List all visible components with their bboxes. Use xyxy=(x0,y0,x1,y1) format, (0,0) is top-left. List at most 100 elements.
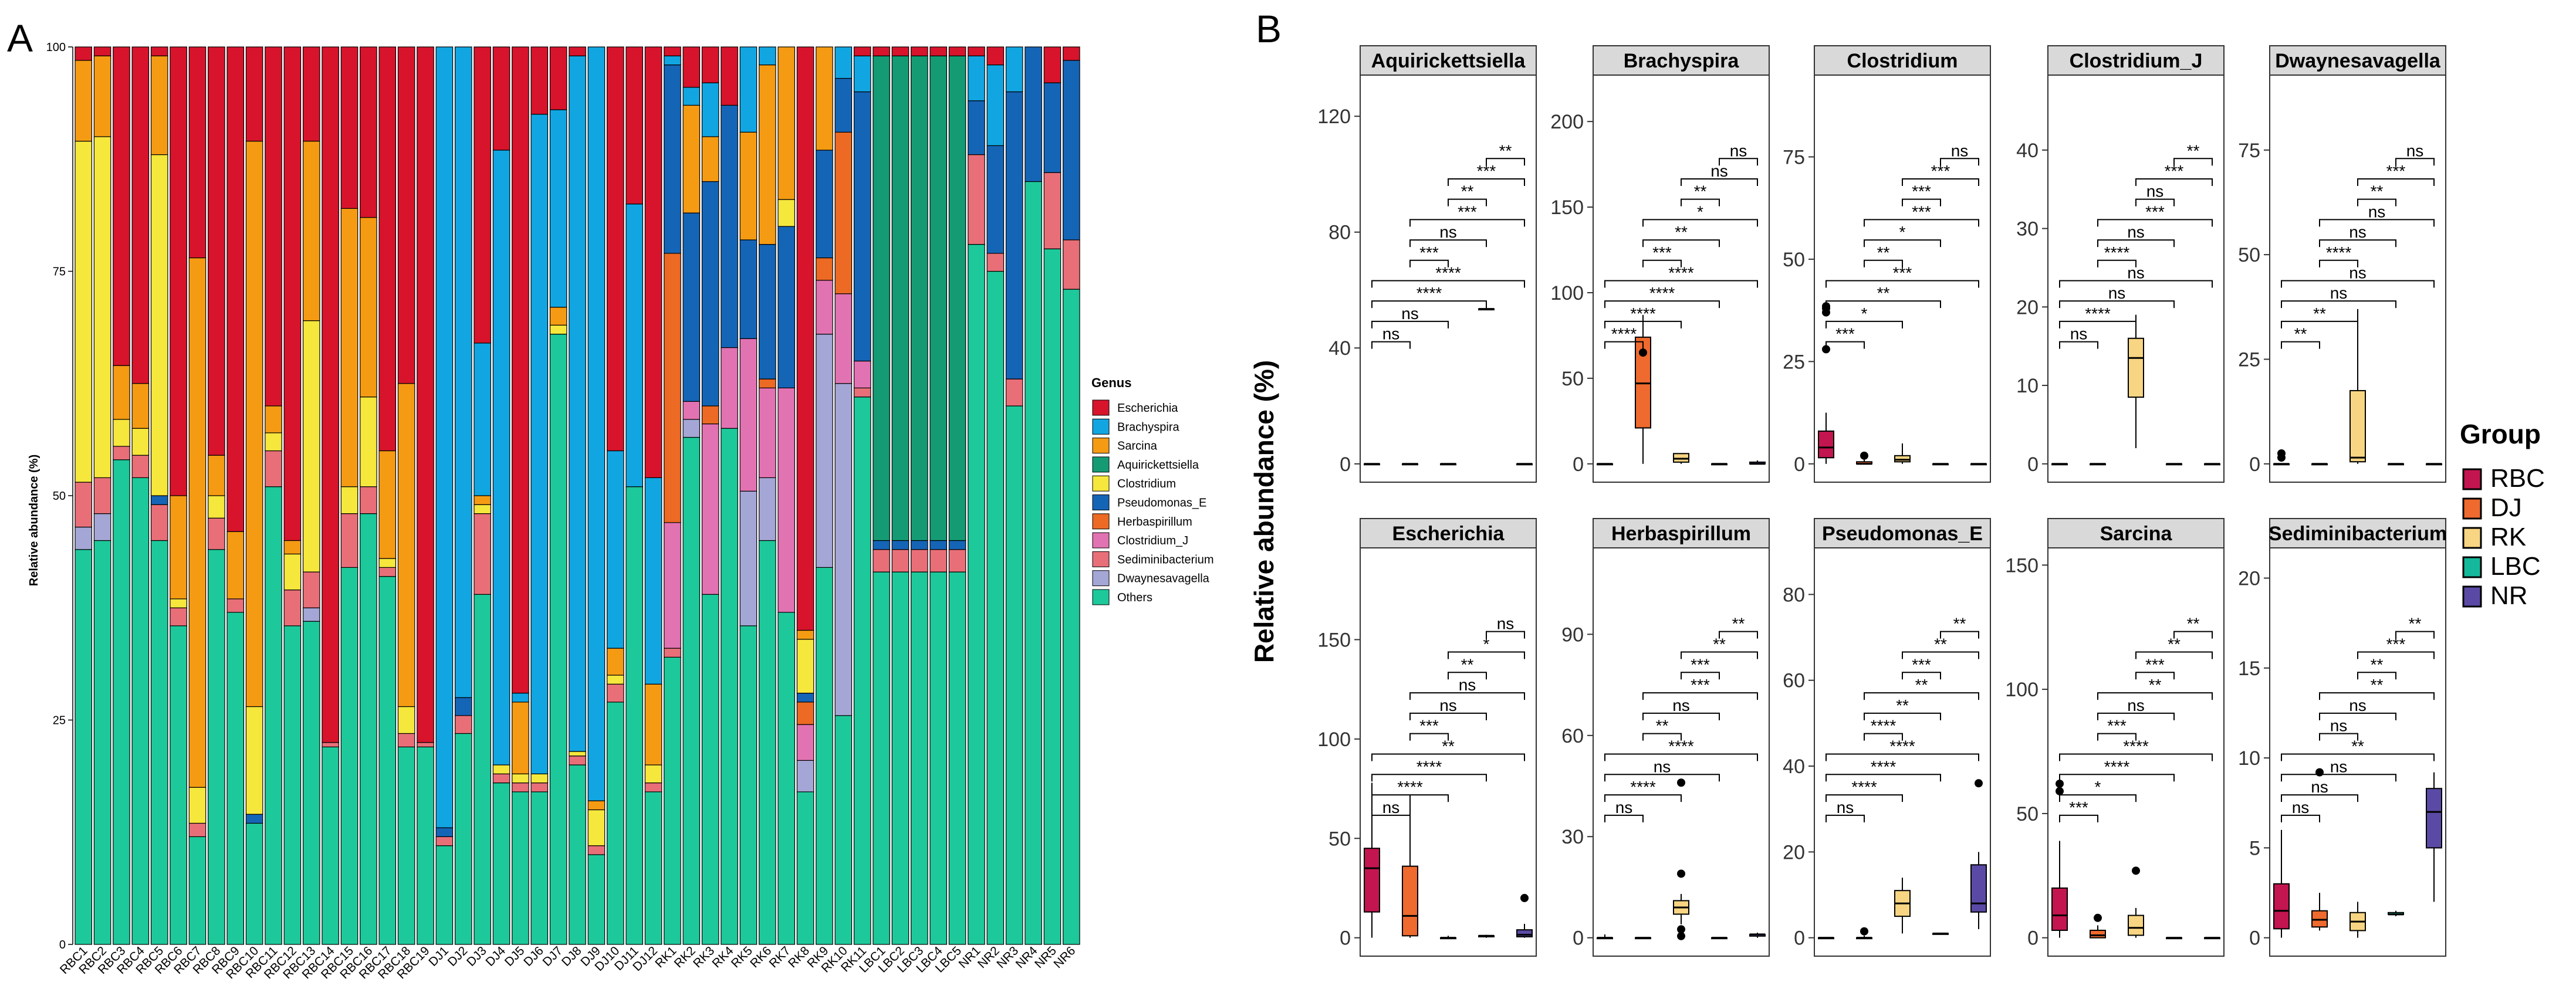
significance-label: ** xyxy=(2313,304,2326,323)
significance-bracket xyxy=(2395,631,2435,639)
bar-segment xyxy=(682,436,701,945)
bar-segment xyxy=(75,526,92,550)
bar-segment xyxy=(644,764,662,784)
legend-label-others: Others xyxy=(1117,591,1152,604)
bar-segment xyxy=(891,571,910,945)
outlier-point xyxy=(1822,345,1830,354)
bar-segment xyxy=(283,46,302,541)
stacked-bar-chart: Relative abundance (%) RBC1RBC2RBC3RBC4R… xyxy=(28,41,1214,981)
bar-segment xyxy=(986,46,1005,66)
significance-bracket xyxy=(1604,814,1644,822)
significance-bracket xyxy=(2319,733,2358,741)
outlier-point xyxy=(1860,927,1868,936)
bar-segment xyxy=(569,764,586,945)
bar-segment xyxy=(131,46,150,384)
bar-segment xyxy=(474,46,491,344)
bar-segment xyxy=(796,692,814,703)
bar-segment xyxy=(948,571,966,945)
significance-bracket xyxy=(1864,259,1903,267)
stacked-bar-y-axis-title: Relative abundance (%) xyxy=(28,455,40,587)
group-legend-label-rk: RK xyxy=(2490,523,2526,551)
significance-bracket xyxy=(1604,753,1758,761)
significance-label: ** xyxy=(1499,141,1512,160)
bar-segment xyxy=(796,46,814,631)
panel-frame xyxy=(2047,547,2225,957)
bar-segment xyxy=(397,706,415,734)
legend-swatch-escherichia xyxy=(1092,399,1110,416)
significance-label: ** xyxy=(1877,243,1890,262)
bar-segment xyxy=(873,55,890,541)
bar-segment xyxy=(682,419,701,438)
significance-label: **** xyxy=(1630,778,1656,796)
legend-label-clostridium_j: Clostridium_J xyxy=(1117,534,1188,547)
outlier-point xyxy=(1639,348,1647,357)
bar-segment xyxy=(664,55,681,66)
bar-segment xyxy=(569,751,586,757)
significance-bracket xyxy=(2281,300,2396,309)
significance-bracket xyxy=(2281,341,2320,349)
bar-segment xyxy=(796,629,814,640)
boxplot-panel-pseudomonas_e: Pseudomonas_E020406080ns****************… xyxy=(1783,518,1991,957)
boxplot-panel-clostridium_j: Clostridium_J010203040ns****nsns****ns**… xyxy=(2016,45,2225,483)
group-legend-title: Group xyxy=(2460,419,2541,449)
bar-segment xyxy=(758,46,776,66)
significance-bracket xyxy=(1604,300,1720,309)
significance-label: **** xyxy=(1397,778,1423,796)
bar-segment xyxy=(1063,239,1080,290)
bar-segment xyxy=(530,46,549,115)
significance-label: ns xyxy=(2330,757,2348,775)
bar-segment xyxy=(360,486,377,514)
significance-bracket xyxy=(2281,320,2358,328)
bar-segment xyxy=(302,141,320,321)
bar-segment xyxy=(512,791,529,945)
bar-segment xyxy=(739,625,758,945)
bar-segment xyxy=(378,576,397,945)
y-tick-label: 0 xyxy=(1794,927,1805,950)
bar-segment xyxy=(75,141,92,483)
panel-title: Pseudomonas_E xyxy=(1822,523,1983,545)
y-tick-label: 75 xyxy=(2238,140,2260,162)
y-tick-label: 25 xyxy=(2238,348,2260,371)
bar-segment xyxy=(968,46,985,56)
bar-segment xyxy=(360,513,377,945)
bar-segment xyxy=(1043,82,1061,173)
bar-segment xyxy=(834,77,853,133)
significance-bracket xyxy=(1604,341,1644,349)
significance-bracket xyxy=(1371,320,1449,328)
bar-segment xyxy=(664,648,681,658)
box-rbc xyxy=(1818,430,1834,459)
outlier-point xyxy=(2056,780,2064,788)
outlier-point xyxy=(1677,932,1685,940)
y-tick-label: 40 xyxy=(2016,140,2039,162)
bar-segment xyxy=(512,46,529,694)
significance-bracket xyxy=(2059,280,2213,288)
panel-strip xyxy=(2047,45,2225,76)
panel-label-b: B xyxy=(1256,7,1282,50)
bar-segment xyxy=(549,46,567,110)
bar-segment xyxy=(816,280,833,335)
y-tick-label: 50 xyxy=(1561,368,1584,390)
legend-swatch-sarcina xyxy=(1092,438,1110,454)
significance-bracket xyxy=(1448,178,1525,186)
significance-label: ** xyxy=(2294,325,2307,343)
box-rbc xyxy=(2051,887,2068,931)
significance-label: ** xyxy=(2371,182,2384,201)
bar-segment xyxy=(93,540,111,945)
bar-segment xyxy=(1063,289,1080,945)
y-tick-label: 50 xyxy=(53,490,66,503)
bar-segment xyxy=(701,136,719,182)
bar-segment xyxy=(378,567,397,577)
bar-segment xyxy=(891,549,910,573)
bar-segment xyxy=(873,46,890,56)
bar-segment xyxy=(968,244,985,945)
significance-bracket xyxy=(1371,814,1411,822)
y-tick-label: 0 xyxy=(1794,453,1805,476)
bar-segment xyxy=(721,104,738,348)
legend-label-clostridium: Clostridium xyxy=(1117,477,1176,490)
bar-segment xyxy=(322,746,339,945)
significance-label: ** xyxy=(1461,655,1474,673)
bar-segment xyxy=(474,504,491,514)
significance-label: ns xyxy=(2070,325,2088,343)
significance-bracket xyxy=(1681,672,1720,680)
bar-segment xyxy=(701,405,719,425)
